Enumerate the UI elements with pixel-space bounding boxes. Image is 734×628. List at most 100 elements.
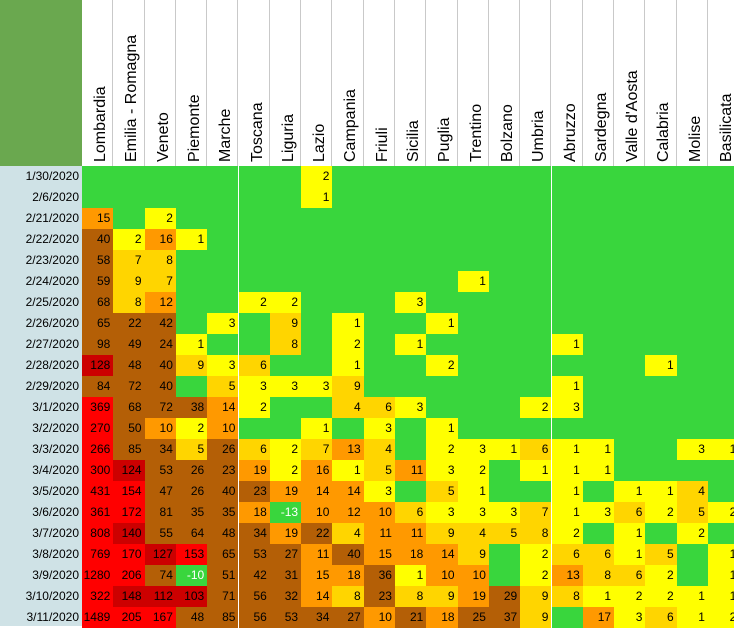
heatmap-cell: 3: [488, 502, 521, 523]
heatmap-cell: 16: [301, 460, 333, 481]
heatmap-cell: [488, 397, 521, 418]
heatmap-cell: 5: [207, 376, 239, 397]
heatmap-cell: 53: [269, 607, 302, 628]
heatmap-cell: [520, 250, 552, 271]
heatmap-cell: [488, 166, 521, 187]
column-header-label: Molise: [686, 115, 704, 162]
heatmap-cell: 21: [395, 607, 427, 628]
heatmap-cell: 16: [144, 229, 176, 250]
heatmap-cell: [301, 208, 333, 229]
heatmap-cell: 1: [708, 439, 734, 460]
heatmap-cell: 72: [144, 397, 176, 418]
heatmap-cell: 2: [238, 292, 270, 313]
heatmap-cell: 48: [113, 355, 145, 376]
heatmap-cell: 148: [113, 586, 145, 607]
column-header: Emilia - Romagna: [113, 0, 145, 166]
heatmap-cell: 49: [113, 334, 145, 355]
heatmap-cell: 2: [269, 292, 302, 313]
column-header-label: Marche: [217, 108, 235, 162]
heatmap-cell: [395, 187, 427, 208]
heatmap-cell: 59: [82, 271, 114, 292]
heatmap-cell: [551, 166, 583, 187]
heatmap-cell: [488, 460, 521, 481]
heatmap-cell: [520, 271, 552, 292]
column-header-label: Lazio: [311, 123, 329, 162]
column-header: Veneto: [144, 0, 176, 166]
heatmap-cell: [175, 166, 208, 187]
column-header: Trentino: [457, 0, 489, 166]
heatmap-cell: [520, 208, 552, 229]
heatmap-cell: [301, 271, 333, 292]
heatmap-cell: 68: [113, 397, 145, 418]
heatmap-cell: [426, 166, 458, 187]
heatmap-cell: [645, 166, 677, 187]
heatmap-cell: 2: [269, 439, 302, 460]
heatmap-cell: [708, 481, 734, 502]
heatmap-cell: 68: [82, 292, 114, 313]
heatmap-cell: [551, 187, 583, 208]
heatmap-cell: [520, 376, 552, 397]
heatmap-cell: [301, 334, 333, 355]
heatmap-cell: [520, 481, 552, 502]
heatmap-cell: [332, 271, 364, 292]
heatmap-cell: 270: [82, 418, 114, 439]
heatmap-cell: 72: [113, 376, 145, 397]
heatmap-cell: 4: [332, 523, 364, 544]
heatmap-cell: 11: [301, 544, 333, 565]
heatmap-cell: 112: [144, 586, 176, 607]
heatmap-cell: [645, 334, 677, 355]
heatmap-cell: 56: [238, 586, 270, 607]
heatmap-cell: 2: [551, 523, 583, 544]
heatmap-cell: [301, 397, 333, 418]
heatmap-cell: [582, 355, 615, 376]
heatmap-cell: 8: [582, 565, 615, 586]
heatmap-cell: 2: [269, 460, 302, 481]
heatmap-cell: [708, 334, 734, 355]
heatmap-cell: 10: [301, 502, 333, 523]
heatmap-cell: 10: [363, 607, 395, 628]
row-label: 2/26/2020: [25, 316, 79, 330]
heatmap-cell: [488, 187, 521, 208]
column-header: Campania: [332, 0, 364, 166]
heatmap-cell: 2: [520, 544, 552, 565]
heatmap-cell: [676, 208, 708, 229]
column-header-label: Veneto: [154, 112, 172, 162]
heatmap-cell: 35: [207, 502, 239, 523]
heatmap-cell: 53: [238, 544, 270, 565]
heatmap-cell: 3: [395, 292, 427, 313]
column-header-label: Trentino: [467, 103, 485, 162]
heatmap-cell: 98: [82, 334, 114, 355]
heatmap-cell: 9: [332, 376, 364, 397]
heatmap-cell: [457, 418, 489, 439]
heatmap-cell: [582, 481, 615, 502]
heatmap-cell: 2: [520, 565, 552, 586]
heatmap-cell: [457, 166, 489, 187]
heatmap-cell: 4: [332, 397, 364, 418]
heatmap-cell: [582, 250, 615, 271]
heatmap-cell: 8: [520, 523, 552, 544]
heatmap-cell: 53: [144, 460, 176, 481]
heatmap-cell: 9: [457, 544, 489, 565]
heatmap-cell: 2: [238, 397, 270, 418]
corner-cell: [0, 0, 82, 166]
heatmap-cell: [269, 166, 302, 187]
heatmap-cell: 3: [426, 460, 458, 481]
heatmap-cell: 6: [614, 565, 646, 586]
row-label: 3/10/2020: [25, 589, 79, 603]
heatmap-cell: [582, 208, 615, 229]
heatmap-cell: [175, 250, 208, 271]
heatmap-cell: 1: [301, 187, 333, 208]
heatmap-cell: 2: [144, 208, 176, 229]
heatmap-cell: [582, 313, 615, 334]
row-label: 3/2/2020: [32, 421, 79, 435]
column-header: Abruzzo: [551, 0, 583, 166]
heatmap-cell: [488, 418, 521, 439]
heatmap-cell: 18: [395, 544, 427, 565]
heatmap-cell: [426, 397, 458, 418]
heatmap-cell: 48: [175, 607, 208, 628]
heatmap-cell: [395, 481, 427, 502]
heatmap-cell: [207, 166, 239, 187]
heatmap-cell: 22: [301, 523, 333, 544]
heatmap-cell: 1: [676, 586, 708, 607]
heatmap-cell: [363, 250, 395, 271]
